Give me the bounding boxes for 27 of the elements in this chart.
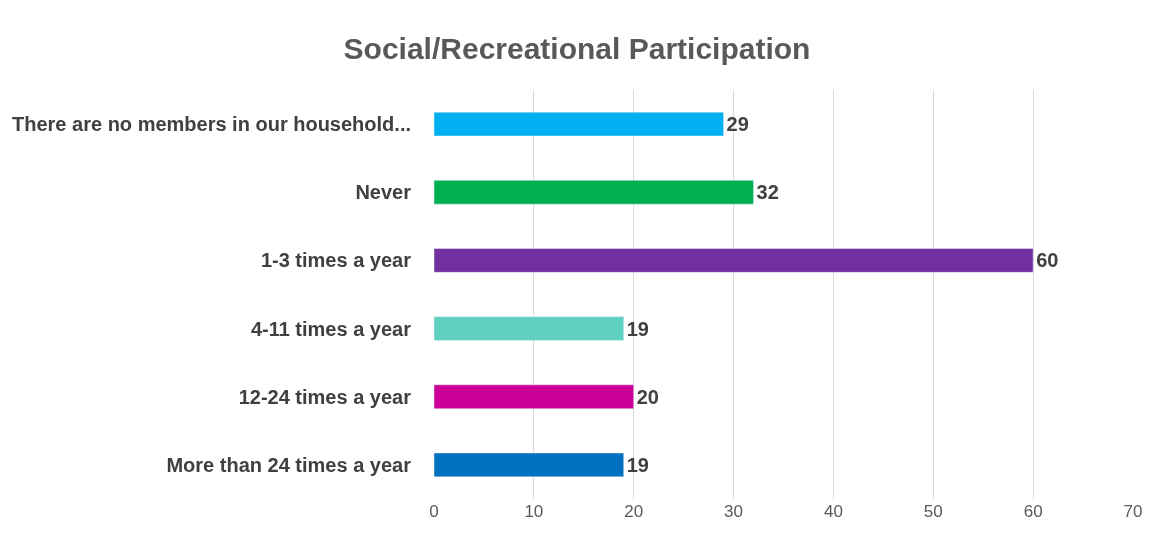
x-tick-label: 40 <box>823 502 843 521</box>
y-tick-label: 12-24 times a year <box>238 385 412 408</box>
data-label: 19 <box>626 317 649 340</box>
bar <box>434 180 754 205</box>
data-label: 60 <box>1036 249 1059 272</box>
bar <box>434 452 624 478</box>
x-tick-label: 0 <box>429 502 439 521</box>
y-tick-label: There are no members in our household... <box>12 113 411 136</box>
x-tick-label: 60 <box>1023 502 1043 521</box>
x-tick-label: 20 <box>624 502 644 521</box>
x-tick-label: 10 <box>524 502 544 521</box>
y-tick-label: More than 24 times a year <box>166 453 412 476</box>
x-tick-label: 30 <box>724 502 744 521</box>
chart-title: Social/Recreational Participation <box>343 31 811 65</box>
data-label: 19 <box>626 453 649 476</box>
y-tick-label: 1-3 times a year <box>260 249 412 272</box>
data-label: 32 <box>756 181 779 204</box>
bar <box>434 316 624 341</box>
bar <box>434 384 634 409</box>
data-label: 29 <box>726 113 749 136</box>
x-tick-label: 70 <box>1123 502 1143 521</box>
data-label: 20 <box>636 385 659 408</box>
x-tick-label: 50 <box>923 502 943 521</box>
bar <box>434 111 724 137</box>
y-tick-label: 4-11 times a year <box>250 317 412 340</box>
y-tick-label: Never <box>355 181 412 204</box>
bar <box>434 248 1034 273</box>
